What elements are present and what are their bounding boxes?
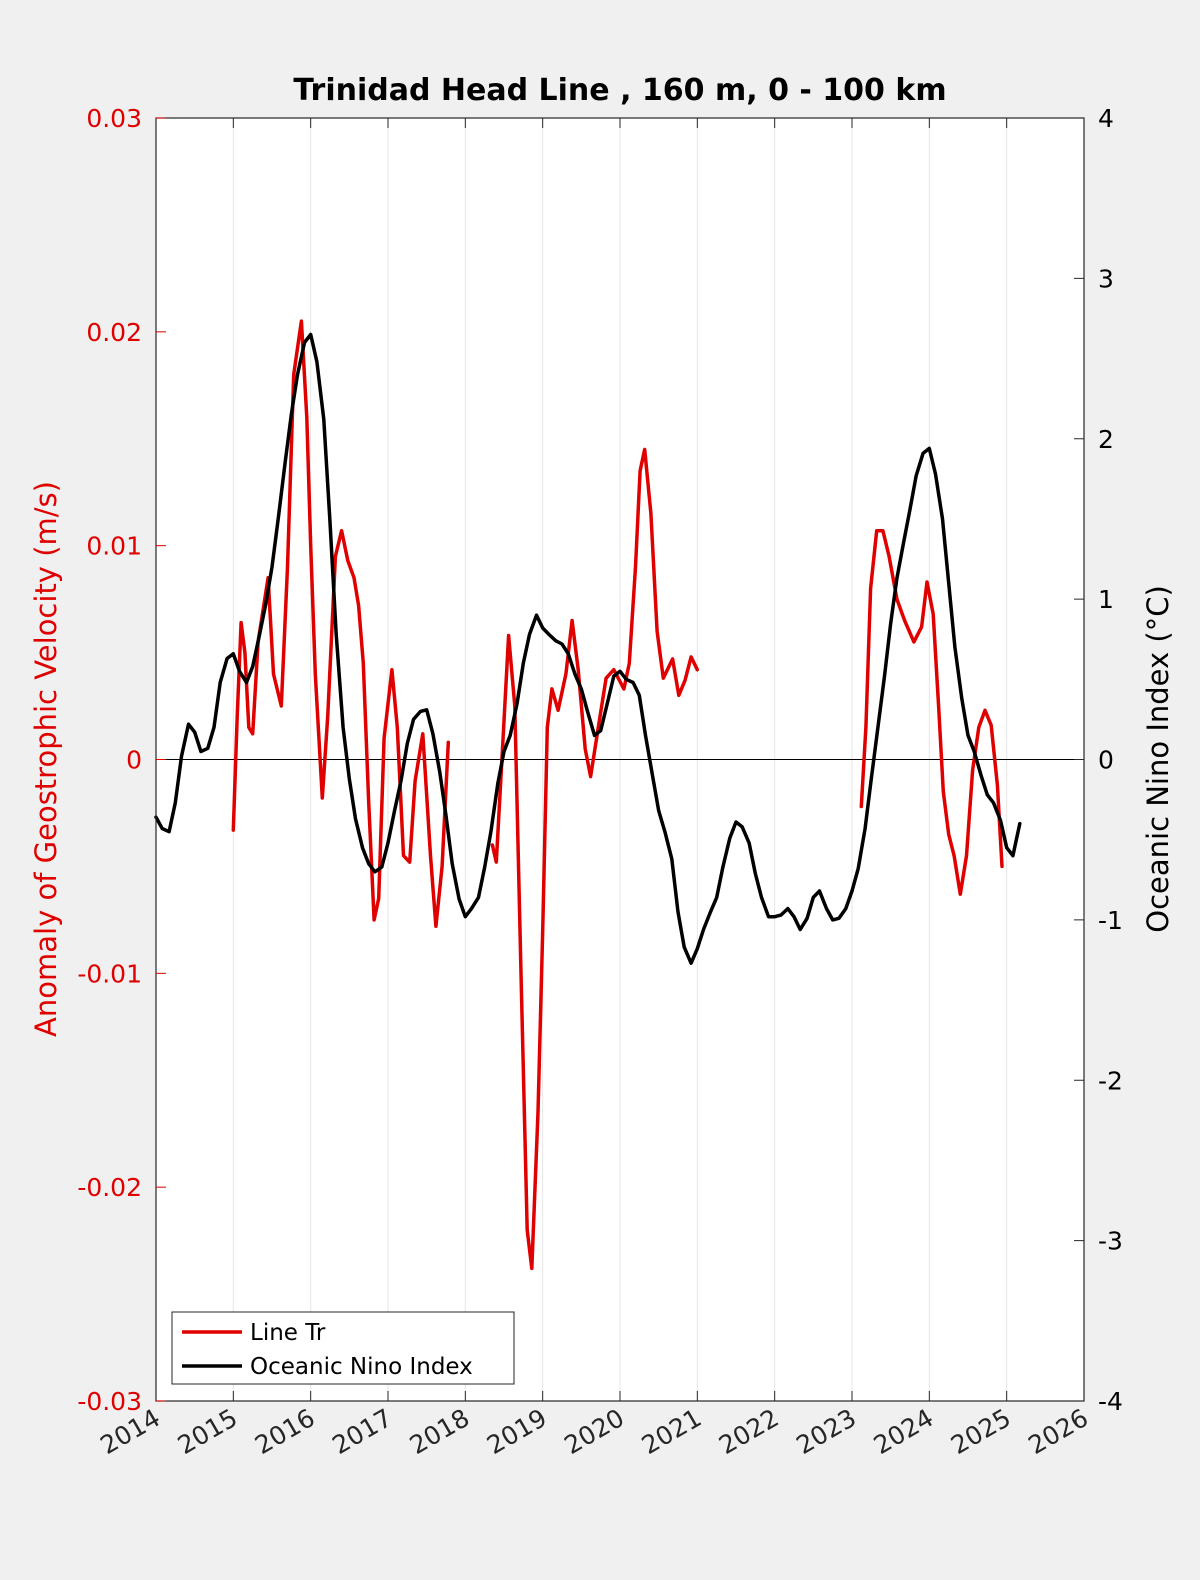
- series-layer: [154, 319, 1022, 1271]
- y-left-tick-label: -0.02: [77, 1173, 142, 1202]
- y-right-tick-label: -4: [1098, 1387, 1123, 1416]
- y-right-tick-label: -3: [1098, 1227, 1123, 1256]
- y-right-tick-label: -2: [1098, 1066, 1123, 1095]
- legend-label-oni: Oceanic Nino Index: [250, 1354, 473, 1380]
- x-tick-label: 2017: [327, 1403, 397, 1460]
- y-left-tick-label: -0.03: [77, 1387, 142, 1416]
- y-left-tick-label: 0.02: [86, 318, 142, 347]
- x-tick-label: 2025: [946, 1403, 1016, 1460]
- series-line-tr-segment-1: [490, 447, 700, 1271]
- x-tick-label: 2020: [559, 1403, 629, 1460]
- ticks: [155, 117, 1085, 1402]
- x-tick-label: 2026: [1023, 1403, 1093, 1460]
- series-line-tr-segment-2: [859, 528, 1004, 896]
- legend: Line Tr Oceanic Nino Index: [171, 1311, 515, 1385]
- y-left-tick-label: 0.01: [86, 532, 142, 561]
- x-tick-label: 2024: [869, 1403, 939, 1460]
- x-tick-label: 2016: [250, 1403, 320, 1460]
- y-right-tick-label: 1: [1098, 585, 1114, 614]
- y-left-tick-label: 0: [126, 746, 142, 775]
- legend-label-line-tr: Line Tr: [250, 1320, 326, 1346]
- x-tick-label: 2022: [714, 1403, 784, 1460]
- y-right-tick-label: -1: [1098, 906, 1123, 935]
- series-oceanic-nino-index-segment-0: [154, 332, 1022, 965]
- y-right-tick-label: 4: [1098, 104, 1114, 133]
- y-right-tick-label: 3: [1098, 264, 1114, 293]
- x-tick-label: 2023: [791, 1403, 861, 1460]
- x-tick-label: 2019: [482, 1403, 552, 1460]
- y-axis-right-label: Oceanic Nino Index (°C): [1141, 585, 1175, 933]
- y-right-tick-label: 0: [1098, 746, 1114, 775]
- x-tick-label: 2021: [637, 1403, 707, 1460]
- legend-box: [171, 1311, 515, 1385]
- x-tick-label: 2015: [173, 1403, 243, 1460]
- y-axis-left-label: Anomaly of Geostrophic Velocity (m/s): [29, 481, 63, 1037]
- y-right-tick-label: 2: [1098, 425, 1114, 454]
- chart-title: Trinidad Head Line , 160 m, 0 - 100 km: [293, 73, 946, 108]
- y-left-tick-label: 0.03: [86, 104, 142, 133]
- y-left-tick-label: -0.01: [77, 959, 142, 988]
- x-tick-label: 2018: [405, 1403, 475, 1460]
